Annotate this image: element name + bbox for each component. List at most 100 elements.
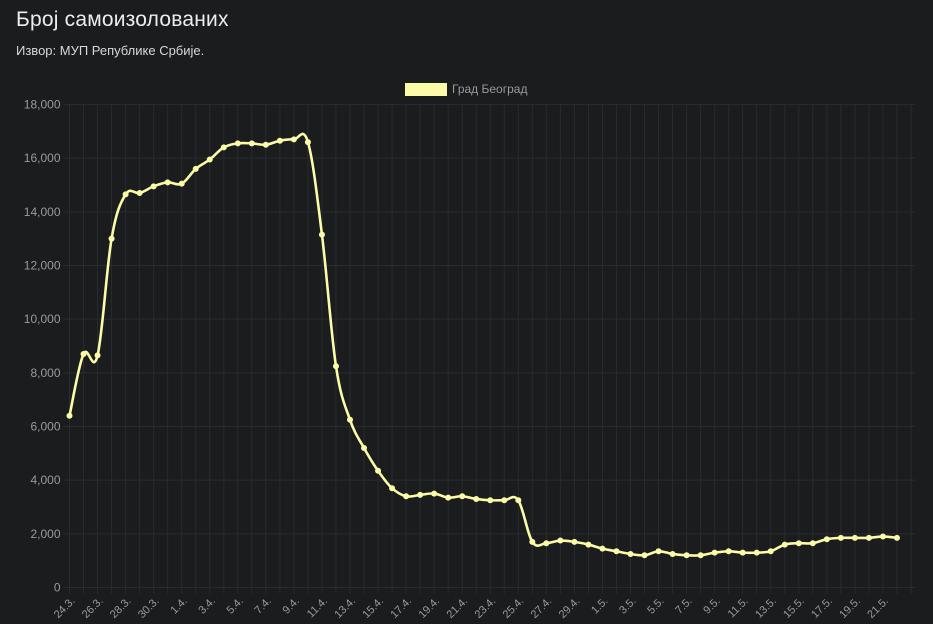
data-point: [431, 490, 438, 497]
data-point: [613, 548, 620, 555]
data-point: [837, 534, 844, 541]
x-tick-label: 21.5.: [865, 595, 891, 621]
data-point: [178, 180, 185, 187]
x-tick-label: 7.5.: [673, 595, 694, 616]
data-point: [683, 552, 690, 559]
legend-label: Град Београд: [452, 82, 527, 96]
x-tick-label: 3.5.: [617, 595, 638, 616]
x-tick-label: 15.4.: [360, 595, 386, 621]
data-point: [304, 139, 311, 146]
data-point: [108, 235, 115, 242]
x-tick-label: 13.4.: [332, 595, 358, 621]
x-tick-label: 24.3.: [52, 595, 78, 621]
x-tick-label: 13.5.: [753, 595, 779, 621]
y-tick-label: 6,000: [30, 420, 60, 434]
data-point: [150, 183, 157, 190]
x-tick-label: 28.3.: [108, 595, 134, 621]
y-tick-label: 18,000: [24, 98, 61, 112]
y-tick-label: 12,000: [24, 259, 61, 273]
data-point: [851, 534, 858, 541]
data-point: [627, 550, 634, 557]
x-tick-label: 11.4.: [305, 595, 330, 620]
series-line: [68, 132, 898, 557]
data-point: [865, 534, 872, 541]
x-tick-label: 9.4.: [281, 595, 302, 616]
data-point: [347, 416, 353, 423]
data-point: [361, 444, 368, 451]
chart-subtitle: Извор: МУП Републике Србије.: [16, 43, 205, 58]
data-point: [879, 533, 886, 540]
x-tick-label: 19.4.: [416, 595, 442, 621]
data-point: [893, 534, 900, 541]
data-point: [66, 412, 73, 419]
data-point: [318, 231, 325, 238]
data-point: [445, 494, 452, 501]
x-tick-label: 26.3.: [80, 595, 106, 621]
data-point: [375, 467, 382, 474]
x-tick-label: 3.4.: [196, 595, 217, 616]
x-axis-ticks: 24.3. 26.3. 28.3. 30.3. 1.4. 3.4. 5.4. 7.4. 9.4.…: [52, 595, 891, 621]
data-point: [571, 538, 578, 545]
data-point: [655, 548, 662, 555]
y-axis-ticks: 0 2,000 4,000 6,000 8,000 10,000 12,000 14,000 1…: [24, 98, 61, 595]
data-point: [669, 550, 676, 557]
chart-legend[interactable]: Град Београд: [405, 82, 527, 96]
data-point: [389, 485, 396, 492]
data-point: [739, 549, 746, 556]
data-point: [781, 541, 788, 548]
data-point: [417, 491, 424, 498]
data-point: [529, 538, 536, 545]
data-point: [164, 179, 171, 186]
data-point: [753, 549, 760, 556]
data-point: [711, 549, 718, 556]
x-tick-label: 17.4.: [388, 595, 414, 621]
data-point: [487, 497, 494, 504]
data-point: [290, 136, 297, 143]
data-point: [136, 190, 143, 197]
x-tick-label: 21.4.: [445, 595, 471, 621]
data-point: [332, 363, 339, 370]
data-point: [501, 497, 508, 504]
data-point: [248, 140, 255, 147]
x-tick-label: 1.5.: [589, 595, 610, 616]
data-point: [809, 540, 816, 547]
x-tick-label: 25.4.: [501, 595, 527, 621]
x-tick-label: 1.4.: [168, 595, 189, 616]
x-tick-label: 27.4.: [529, 595, 555, 621]
x-tick-label: 23.4.: [473, 595, 499, 621]
data-point: [206, 156, 213, 163]
data-point: [220, 144, 227, 151]
data-point: [94, 352, 101, 359]
data-point: [767, 548, 774, 555]
data-point: [403, 493, 410, 500]
y-tick-label: 4,000: [30, 473, 60, 487]
x-tick-label: 30.3.: [136, 595, 162, 621]
x-tick-label: 5.5.: [645, 595, 666, 616]
data-point: [262, 141, 269, 148]
x-tick-label: 9.5.: [701, 595, 722, 616]
series-line-grad-beograd: [66, 132, 900, 559]
data-point: [80, 351, 87, 358]
data-point: [641, 552, 648, 559]
data-point: [122, 191, 129, 198]
y-tick-label: 8,000: [30, 366, 60, 380]
data-point: [515, 497, 522, 504]
data-point: [192, 165, 199, 172]
y-tick-label: 10,000: [24, 312, 61, 326]
x-tick-label: 7.4.: [253, 595, 274, 616]
y-tick-label: 2,000: [30, 527, 60, 541]
data-point: [543, 540, 550, 547]
data-point: [823, 536, 830, 543]
data-point: [795, 540, 802, 547]
x-tick-label: 15.5.: [781, 595, 807, 621]
x-tick-label: 5.4.: [224, 595, 245, 616]
data-point: [234, 140, 241, 147]
data-point: [276, 137, 283, 144]
data-point: [459, 493, 466, 500]
data-point: [725, 548, 732, 555]
data-point: [557, 537, 564, 544]
y-tick-label: 0: [54, 581, 61, 595]
data-point: [599, 545, 606, 552]
legend-swatch: [405, 83, 447, 96]
